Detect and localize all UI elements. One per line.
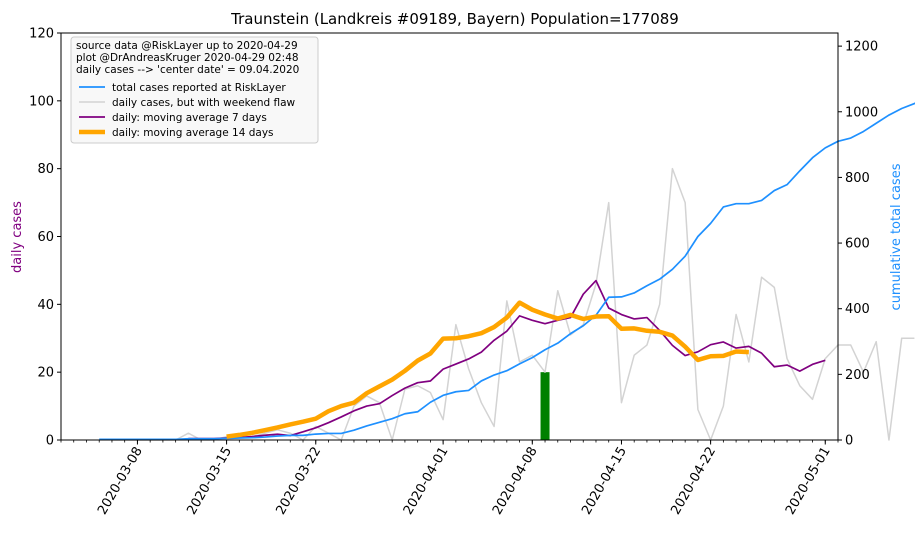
series-line-daily [111,167,915,441]
legend-header-line: plot @DrAndreasKruger 2020-04-29 02:48 [76,52,299,64]
left-tick-label: 60 [37,230,54,245]
legend-label-total: total cases reported at RiskLayer [112,82,286,94]
right-tick-label: 600 [845,237,870,252]
x-tick-label: 2020-04-08 [490,445,541,518]
x-tick-label: 2020-04-01 [401,445,452,518]
x-tick-label: 2020-04-22 [668,445,719,518]
right-tick-label: 800 [845,171,870,186]
right-tick-label: 400 [845,302,870,317]
right-tick-label: 1000 [845,105,878,120]
center-date-bar [540,372,550,440]
series-line-ma7 [188,279,826,440]
left-tick-label: 40 [37,298,54,313]
left-tick-label: 80 [37,162,54,177]
left-tick-label: 0 [46,434,54,449]
x-tick-label: 2020-05-01 [783,445,834,518]
left-axis-label: daily cases [10,201,25,273]
plot-area [99,102,915,441]
right-tick-label: 0 [845,434,853,449]
right-tick-label: 1200 [845,40,878,55]
right-axis-label: cumulative total cases [889,163,904,310]
legend-header-line: daily cases --> 'center date' = 09.04.20… [76,64,299,76]
legend-box [70,36,319,144]
legend-header-line: source data @RiskLayer up to 2020-04-29 [76,40,298,52]
left-tick-label: 20 [37,366,54,381]
left-tick-label: 120 [29,27,54,42]
x-tick-label: 2020-03-15 [184,445,235,518]
legend-label-ma14: daily: moving average 14 days [112,127,274,139]
series-line-ma14 [226,300,749,439]
x-tick-label: 2020-03-08 [95,445,146,518]
legend: source data @RiskLayer up to 2020-04-29p… [70,36,319,144]
legend-label-daily: daily cases, but with weekend flaw [112,97,296,109]
left-tick-label: 100 [29,94,54,109]
x-tick-label: 2020-04-15 [579,445,630,518]
series-line-total [99,102,915,441]
legend-label-ma7: daily: moving average 7 days [112,112,267,124]
x-tick-label: 2020-03-22 [273,445,324,518]
chart-title: Traunstein (Landkreis #09189, Bayern) Po… [230,10,679,28]
right-tick-label: 200 [845,368,870,383]
